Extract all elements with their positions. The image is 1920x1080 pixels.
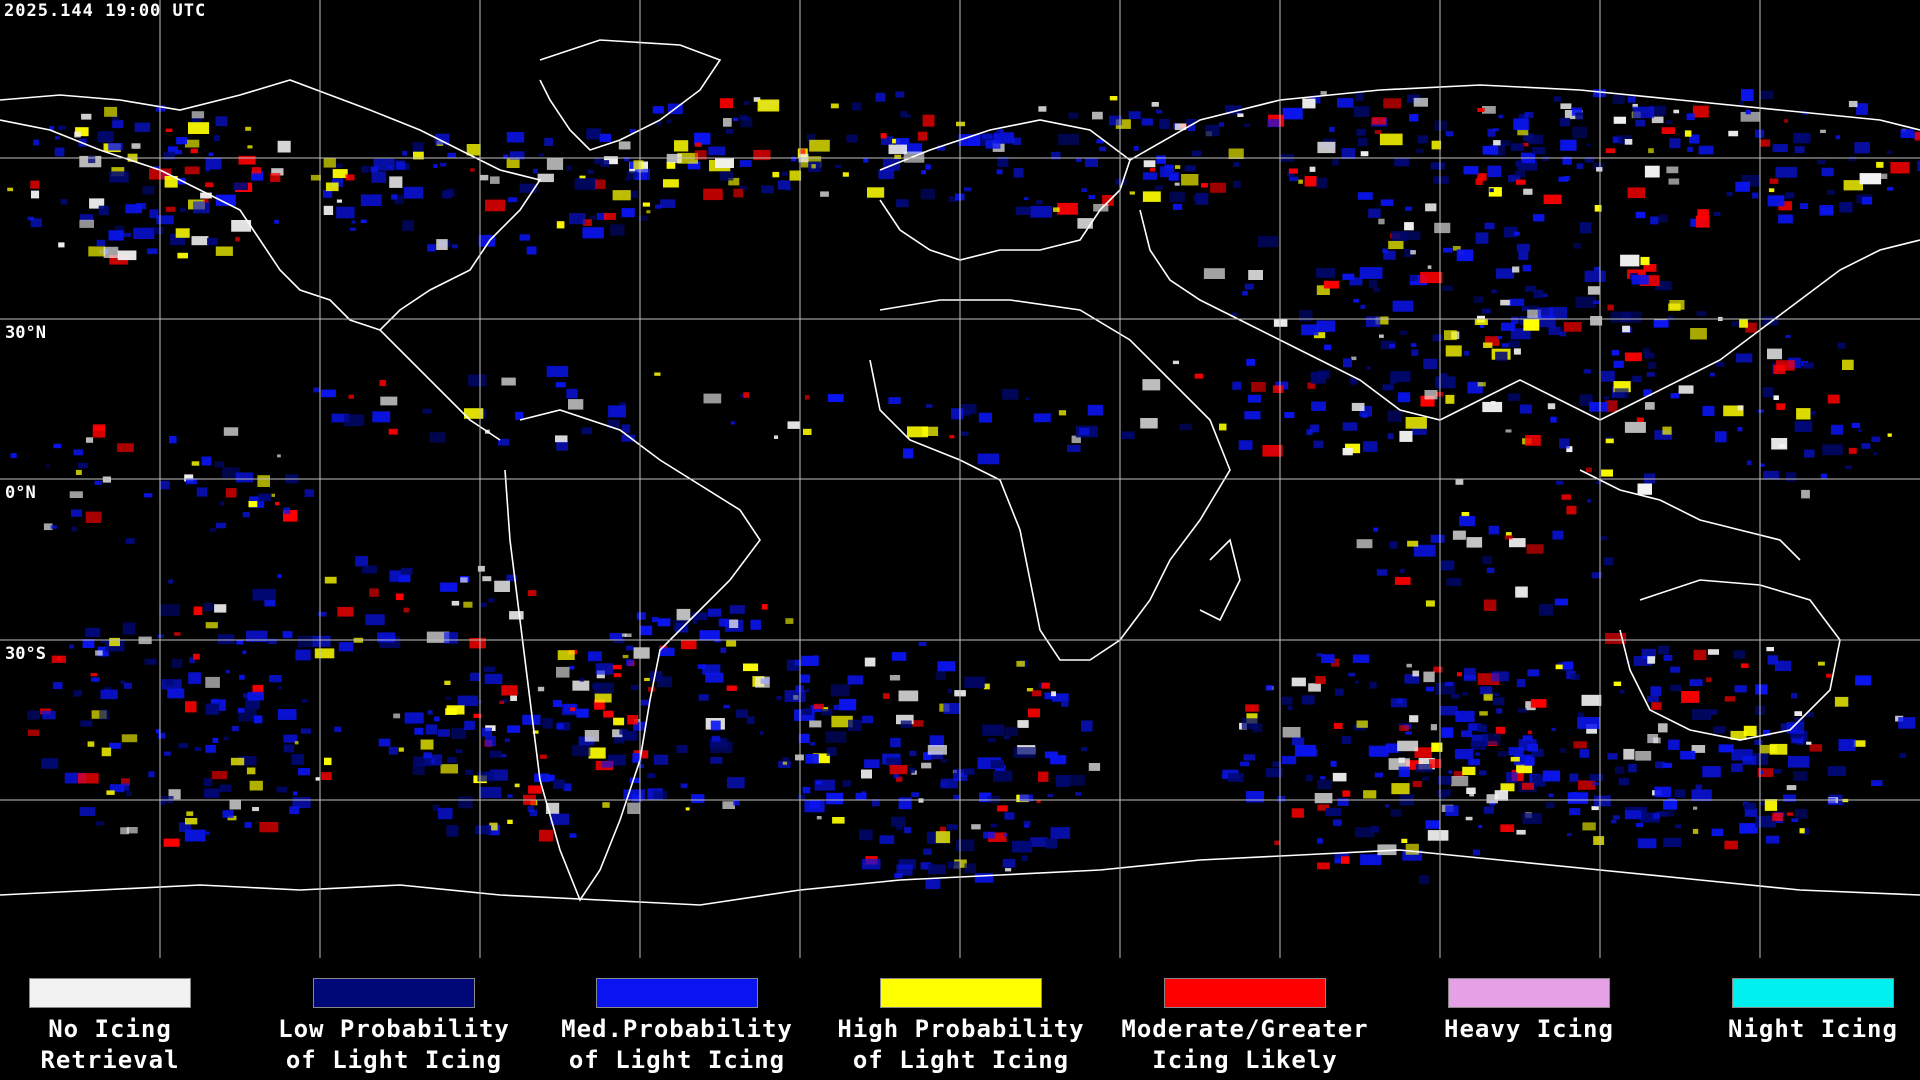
legend-swatch xyxy=(596,978,758,1008)
legend-swatch xyxy=(880,978,1042,1008)
legend-label: High Probability of Light Icing xyxy=(837,1015,1085,1074)
legend-item-moderate-greater: Moderate/Greater Icing Likely xyxy=(1110,978,1380,1076)
lat-lon-grid xyxy=(0,0,1920,958)
map-canvas xyxy=(0,0,1920,958)
legend-label: Moderate/Greater Icing Likely xyxy=(1121,1015,1369,1074)
timestamp: 2025.144 19:00 UTC xyxy=(4,1,207,21)
legend-item-med-probability: Med.Probability of Light Icing xyxy=(542,978,812,1076)
legend-label: No Icing Retrieval xyxy=(40,1015,180,1074)
icing-map: 2025.144 19:00 UTC 30°N 0°N 30°S xyxy=(0,0,1920,958)
legend-swatch xyxy=(1732,978,1894,1008)
legend-swatch xyxy=(29,978,191,1008)
legend-item-no-icing-retrieval: No Icing Retrieval xyxy=(0,978,245,1076)
legend-item-night-icing: Night Icing xyxy=(1678,978,1920,1045)
lat-label-0n: 0°N xyxy=(5,483,36,503)
legend-swatch xyxy=(313,978,475,1008)
legend-item-low-probability: Low Probability of Light Icing xyxy=(259,978,529,1076)
legend-swatch xyxy=(1448,978,1610,1008)
lat-label-30n: 30°N xyxy=(5,323,46,343)
icing-data-layer xyxy=(7,89,1920,890)
legend-item-heavy-icing: Heavy Icing xyxy=(1394,978,1664,1045)
legend: No Icing Retrieval Low Probability of Ligh… xyxy=(0,958,1920,1080)
lat-label-30s: 30°S xyxy=(5,644,46,664)
legend-label: Heavy Icing xyxy=(1444,1015,1614,1043)
legend-item-high-probability: High Probability of Light Icing xyxy=(826,978,1096,1076)
legend-swatch xyxy=(1164,978,1326,1008)
coastlines xyxy=(0,39,1920,906)
legend-label: Med.Probability of Light Icing xyxy=(561,1015,793,1074)
legend-label: Low Probability of Light Icing xyxy=(278,1015,510,1074)
legend-label: Night Icing xyxy=(1728,1015,1898,1043)
